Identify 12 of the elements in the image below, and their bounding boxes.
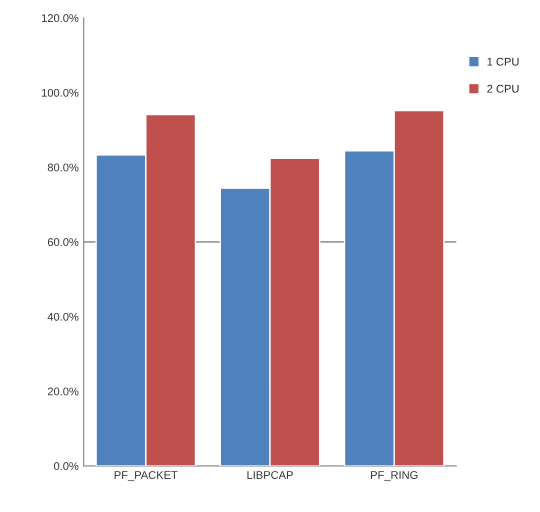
- y-tick-label: 20.0%: [48, 388, 78, 396]
- legend-label: 1 CPU: [488, 58, 519, 66]
- y-tick-label: 0.0%: [54, 462, 78, 470]
- y-tick-label: 80.0%: [48, 164, 78, 172]
- x-tick-label: LIBPCAP: [247, 471, 293, 479]
- y-tick-label: 100.0%: [42, 88, 78, 97]
- y-tick-label: 60.0%: [48, 238, 78, 246]
- y-tick-label: 40.0%: [48, 312, 78, 321]
- x-tick-label: PF_PACKET: [114, 471, 178, 482]
- legend-label: 2 CPU: [487, 84, 519, 93]
- y-tick-label: 120.0%: [42, 14, 78, 22]
- x-tick-label: PF_RING: [371, 471, 418, 482]
